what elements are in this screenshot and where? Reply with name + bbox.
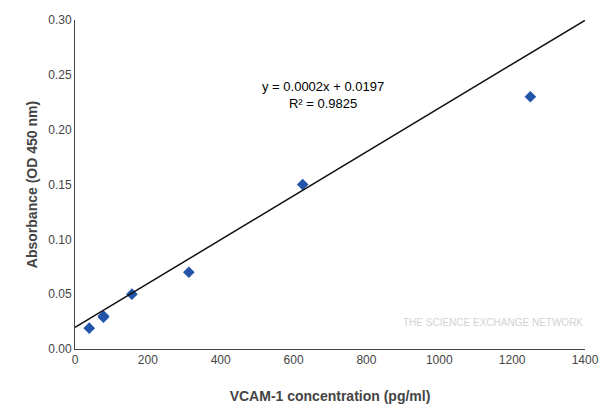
svg-text:0: 0 xyxy=(72,353,79,367)
svg-text:0.25: 0.25 xyxy=(48,68,72,82)
svg-text:200: 200 xyxy=(138,353,158,367)
svg-text:y = 0.0002x + 0.0197R² = 0.982: y = 0.0002x + 0.0197R² = 0.9825 xyxy=(262,79,384,111)
svg-text:THE SCIENCE EXCHANGE NETWORK: THE SCIENCE EXCHANGE NETWORK xyxy=(403,317,583,328)
svg-text:0.15: 0.15 xyxy=(48,178,72,192)
svg-text:0.30: 0.30 xyxy=(48,13,72,27)
svg-text:0.05: 0.05 xyxy=(48,287,72,301)
svg-text:0.20: 0.20 xyxy=(48,123,72,137)
svg-text:Absorbance (OD 450 nm): Absorbance (OD 450 nm) xyxy=(24,101,40,268)
svg-text:VCAM-1 concentration (pg/ml): VCAM-1 concentration (pg/ml) xyxy=(230,388,431,404)
svg-text:1200: 1200 xyxy=(499,353,526,367)
svg-text:800: 800 xyxy=(356,353,376,367)
svg-text:1400: 1400 xyxy=(572,353,599,367)
svg-text:0.10: 0.10 xyxy=(48,233,72,247)
svg-text:1000: 1000 xyxy=(426,353,453,367)
svg-text:400: 400 xyxy=(211,353,231,367)
svg-text:600: 600 xyxy=(284,353,304,367)
svg-text:0.00: 0.00 xyxy=(48,342,72,356)
